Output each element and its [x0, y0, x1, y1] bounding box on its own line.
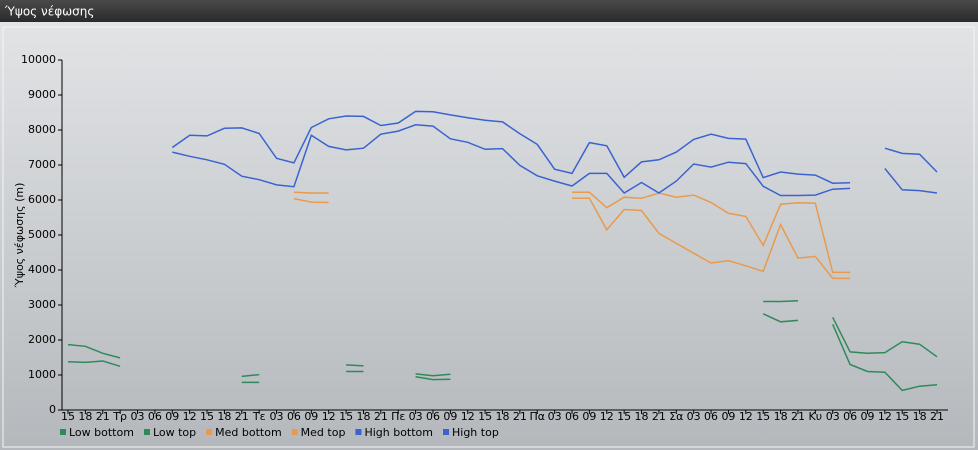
x-tick-label: 21: [96, 410, 110, 423]
x-tick-label: Πα: [529, 410, 545, 423]
legend-label: Med top: [301, 426, 346, 439]
x-tick-label: 09: [860, 410, 874, 423]
x-tick-label: 03: [131, 410, 145, 423]
series-line: [293, 197, 851, 280]
x-tick-label: 12: [878, 410, 892, 423]
x-tick-label: 15: [200, 410, 214, 423]
legend-label: High bottom: [364, 426, 433, 439]
legend-swatch: [443, 429, 449, 435]
x-tick-label: 21: [235, 410, 249, 423]
x-tick-label: 12: [461, 410, 475, 423]
legend-swatch: [60, 429, 66, 435]
y-tick-label: 2000: [28, 333, 56, 346]
x-tick-label: 12: [183, 410, 197, 423]
series-line: [171, 110, 938, 184]
x-tick-label: Τε: [252, 410, 266, 423]
x-tick-label: 06: [426, 410, 440, 423]
x-tick-label: 12: [739, 410, 753, 423]
legend-swatch: [206, 429, 213, 435]
x-tick-label: 21: [374, 410, 388, 423]
x-tick-label: Κυ: [809, 410, 823, 423]
x-tick-label: 09: [304, 410, 318, 423]
y-tick-label: 6000: [28, 193, 56, 206]
legend-label: Low top: [153, 426, 196, 439]
x-tick-label: 03: [548, 410, 562, 423]
legend-label: High top: [452, 426, 499, 439]
y-tick-label: 8000: [28, 123, 56, 136]
legend-label: Low bottom: [69, 426, 134, 439]
x-tick-label: 18: [356, 410, 370, 423]
x-tick-label: 09: [582, 410, 596, 423]
x-tick-label: 12: [322, 410, 336, 423]
x-tick-label: 09: [165, 410, 179, 423]
title-bar: [0, 0, 978, 22]
y-tick-label: 1000: [28, 368, 56, 381]
y-tick-label: 10000: [21, 53, 56, 66]
x-tick-label: 03: [270, 410, 284, 423]
x-tick-label: 03: [687, 410, 701, 423]
x-tick-label: 18: [496, 410, 510, 423]
x-tick-label: 09: [721, 410, 735, 423]
series-line: [172, 124, 938, 197]
chart-title: Ύψος νέφωσης: [4, 5, 94, 19]
x-tick-label: 21: [652, 410, 666, 423]
x-tick-label: 06: [148, 410, 162, 423]
x-tick-label: 15: [756, 410, 770, 423]
x-tick-label: 06: [704, 410, 718, 423]
x-tick-label: Πε: [391, 410, 405, 423]
y-tick-label: 0: [49, 403, 56, 416]
x-tick-label: 18: [774, 410, 788, 423]
x-tick-label: 18: [635, 410, 649, 423]
x-tick-label: Σα: [669, 410, 683, 423]
x-tick-label: 06: [843, 410, 857, 423]
y-tick-label: 7000: [28, 158, 56, 171]
y-tick-label: 9000: [28, 88, 56, 101]
x-tick-label: 15: [478, 410, 492, 423]
x-tick-label: 03: [409, 410, 423, 423]
x-tick-label: Τρ: [112, 410, 127, 423]
x-tick-label: 18: [217, 410, 231, 423]
legend-label: Med bottom: [215, 426, 282, 439]
x-tick-label: 15: [339, 410, 353, 423]
x-tick-label: 03: [826, 410, 840, 423]
x-tick-label: 06: [287, 410, 301, 423]
panel-border: [2, 26, 975, 448]
x-tick-label: 18: [78, 410, 92, 423]
x-tick-label: 21: [791, 410, 805, 423]
x-tick-label: 15: [895, 410, 909, 423]
x-tick-label: 15: [617, 410, 631, 423]
x-tick-label: 21: [513, 410, 527, 423]
series-line: [67, 313, 938, 392]
y-axis-label: Ύψος νέφωσης (m): [13, 183, 26, 289]
legend-swatch: [291, 429, 298, 435]
y-tick-label: 3000: [28, 298, 56, 311]
x-tick-label: 21: [930, 410, 944, 423]
y-tick-label: 5000: [28, 228, 56, 241]
x-tick-label: 18: [913, 410, 927, 423]
legend-swatch: [355, 429, 362, 435]
x-tick-label: 12: [600, 410, 614, 423]
series-line: [293, 191, 851, 274]
series-line: [67, 300, 938, 378]
x-tick-label: 06: [565, 410, 579, 423]
x-tick-label: 09: [443, 410, 457, 423]
y-tick-label: 4000: [28, 263, 56, 276]
x-tick-label: 15: [61, 410, 75, 423]
legend-swatch: [143, 429, 150, 435]
